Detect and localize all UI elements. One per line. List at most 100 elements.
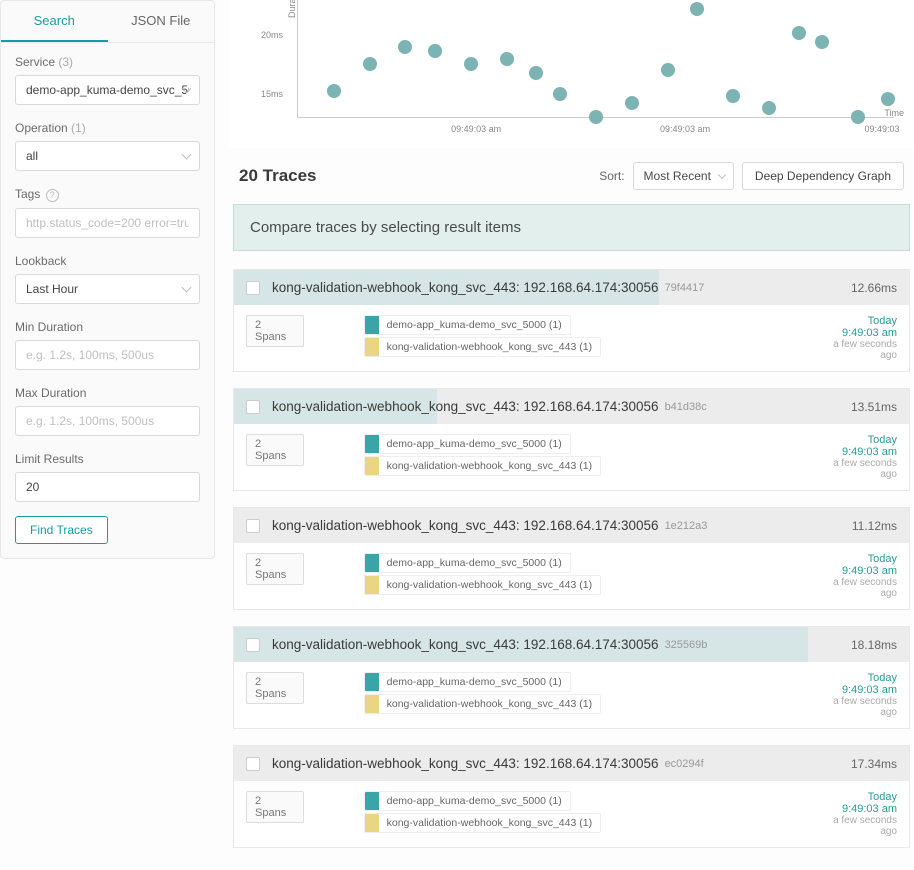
help-icon[interactable]: ? <box>46 189 59 202</box>
chart-point[interactable] <box>327 84 341 98</box>
trace-duration: 17.34ms <box>851 757 897 771</box>
service-tag[interactable]: kong-validation-webhook_kong_svc_443 (1) <box>364 813 601 833</box>
trace-card[interactable]: kong-validation-webhook_kong_svc_443: 19… <box>233 626 910 729</box>
chart-point[interactable] <box>881 92 895 106</box>
chart-point[interactable] <box>661 63 675 77</box>
service-tag[interactable]: demo-app_kuma-demo_svc_5000 (1) <box>364 434 571 454</box>
spans-badge: 2 Spans <box>246 791 304 823</box>
service-tag-label: kong-validation-webhook_kong_svc_443 (1) <box>379 458 600 474</box>
lookback-select[interactable] <box>15 274 200 304</box>
chart-point[interactable] <box>398 40 412 54</box>
trace-header[interactable]: kong-validation-webhook_kong_svc_443: 19… <box>234 746 909 781</box>
spans-badge: 2 Spans <box>246 315 304 347</box>
find-traces-button[interactable]: Find Traces <box>15 516 108 544</box>
trace-duration: 13.51ms <box>851 400 897 414</box>
sort-select[interactable]: Most Recent <box>633 162 734 190</box>
operation-select[interactable] <box>15 141 200 171</box>
trace-title: kong-validation-webhook_kong_svc_443: 19… <box>272 399 659 414</box>
tags-label: Tags ? <box>15 187 200 202</box>
service-color-swatch <box>365 316 379 334</box>
trace-checkbox[interactable] <box>246 519 260 533</box>
chart-point[interactable] <box>464 57 478 71</box>
chart-point[interactable] <box>690 2 704 16</box>
service-select[interactable] <box>15 75 200 105</box>
trace-body: 2 Spans demo-app_kuma-demo_svc_5000 (1) … <box>234 543 909 609</box>
service-tag-label: demo-app_kuma-demo_svc_5000 (1) <box>379 317 570 333</box>
trace-checkbox[interactable] <box>246 757 260 771</box>
trace-card[interactable]: kong-validation-webhook_kong_svc_443: 19… <box>233 507 910 610</box>
tags-input[interactable] <box>15 208 200 238</box>
service-tag[interactable]: kong-validation-webhook_kong_svc_443 (1) <box>364 694 601 714</box>
trace-card[interactable]: kong-validation-webhook_kong_svc_443: 19… <box>233 269 910 372</box>
chart-ytick: 20ms <box>261 30 283 40</box>
service-tag-label: demo-app_kuma-demo_svc_5000 (1) <box>379 436 570 452</box>
trace-body: 2 Spans demo-app_kuma-demo_svc_5000 (1) … <box>234 781 909 847</box>
compare-banner: Compare traces by selecting result items <box>233 204 910 251</box>
chart-xtick: 09:49:03 am <box>660 124 710 134</box>
trace-header[interactable]: kong-validation-webhook_kong_svc_443: 19… <box>234 508 909 543</box>
service-tag-label: demo-app_kuma-demo_svc_5000 (1) <box>379 555 570 571</box>
results-header: 20 Traces Sort: Most Recent Deep Depende… <box>229 148 914 204</box>
trace-checkbox[interactable] <box>246 281 260 295</box>
trace-body: 2 Spans demo-app_kuma-demo_svc_5000 (1) … <box>234 662 909 728</box>
chart-ytick: 15ms <box>261 89 283 99</box>
chart-point[interactable] <box>726 89 740 103</box>
service-tag[interactable]: demo-app_kuma-demo_svc_5000 (1) <box>364 553 571 573</box>
trace-id: b41d38c <box>665 401 707 413</box>
lookback-label: Lookback <box>15 254 200 268</box>
service-tag-label: demo-app_kuma-demo_svc_5000 (1) <box>379 674 570 690</box>
max-duration-input[interactable] <box>15 406 200 436</box>
chart-point[interactable] <box>851 110 865 124</box>
chart-point[interactable] <box>815 35 829 49</box>
service-tag[interactable]: demo-app_kuma-demo_svc_5000 (1) <box>364 315 571 335</box>
traces-count: 20 Traces <box>239 166 317 186</box>
trace-card[interactable]: kong-validation-webhook_kong_svc_443: 19… <box>233 388 910 491</box>
min-duration-input[interactable] <box>15 340 200 370</box>
duration-scatter-chart[interactable]: Duration 20ms15ms Time 09:49:03 am09:49:… <box>229 0 914 148</box>
chart-point[interactable] <box>428 44 442 58</box>
chart-point[interactable] <box>792 26 806 40</box>
trace-body: 2 Spans demo-app_kuma-demo_svc_5000 (1) … <box>234 305 909 371</box>
min-duration-label: Min Duration <box>15 320 200 334</box>
trace-title: kong-validation-webhook_kong_svc_443: 19… <box>272 637 659 652</box>
service-tag[interactable]: demo-app_kuma-demo_svc_5000 (1) <box>364 791 571 811</box>
trace-duration: 11.12ms <box>852 519 897 533</box>
service-tag[interactable]: kong-validation-webhook_kong_svc_443 (1) <box>364 575 601 595</box>
trace-card[interactable]: kong-validation-webhook_kong_svc_443: 19… <box>233 745 910 848</box>
trace-title: kong-validation-webhook_kong_svc_443: 19… <box>272 280 659 295</box>
trace-header[interactable]: kong-validation-webhook_kong_svc_443: 19… <box>234 389 909 424</box>
chart-point[interactable] <box>500 52 514 66</box>
chart-point[interactable] <box>625 96 639 110</box>
sidebar-tabs: Search JSON File <box>1 1 214 43</box>
limit-input[interactable] <box>15 472 200 502</box>
trace-id: ec0294f <box>665 758 704 770</box>
spans-badge: 2 Spans <box>246 434 304 466</box>
trace-timestamp: Today 9:49:03 am a few seconds ago <box>815 553 897 599</box>
chart-point[interactable] <box>589 110 603 124</box>
spans-badge: 2 Spans <box>246 553 304 585</box>
trace-checkbox[interactable] <box>246 400 260 414</box>
service-color-swatch <box>365 673 379 691</box>
trace-checkbox[interactable] <box>246 638 260 652</box>
service-color-swatch <box>365 576 379 594</box>
chart-point[interactable] <box>762 101 776 115</box>
service-color-swatch <box>365 435 379 453</box>
limit-label: Limit Results <box>15 452 200 466</box>
deep-dependency-graph-button[interactable]: Deep Dependency Graph <box>742 162 904 190</box>
trace-header[interactable]: kong-validation-webhook_kong_svc_443: 19… <box>234 627 909 662</box>
service-tag[interactable]: kong-validation-webhook_kong_svc_443 (1) <box>364 456 601 476</box>
chart-xtick: 09:49:03 am <box>451 124 501 134</box>
service-color-swatch <box>365 814 379 832</box>
service-tag[interactable]: demo-app_kuma-demo_svc_5000 (1) <box>364 672 571 692</box>
service-tag-label: kong-validation-webhook_kong_svc_443 (1) <box>379 339 600 355</box>
service-tag-label: demo-app_kuma-demo_svc_5000 (1) <box>379 793 570 809</box>
chart-point[interactable] <box>529 66 543 80</box>
trace-timestamp: Today 9:49:03 am a few seconds ago <box>815 791 897 837</box>
chart-point[interactable] <box>363 57 377 71</box>
service-tag[interactable]: kong-validation-webhook_kong_svc_443 (1) <box>364 337 601 357</box>
trace-id: 79f4417 <box>665 282 705 294</box>
chart-point[interactable] <box>553 87 567 101</box>
tab-search[interactable]: Search <box>1 1 108 42</box>
tab-json-file[interactable]: JSON File <box>108 1 215 42</box>
trace-header[interactable]: kong-validation-webhook_kong_svc_443: 19… <box>234 270 909 305</box>
